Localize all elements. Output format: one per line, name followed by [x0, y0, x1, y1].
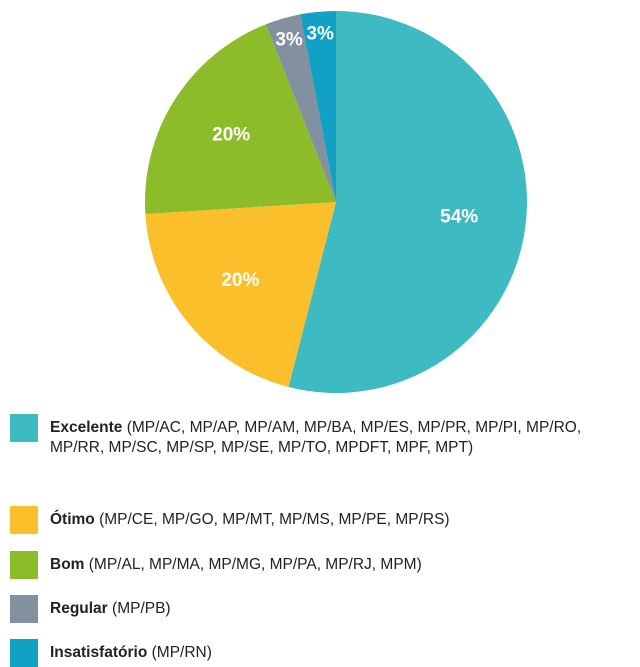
pie-slice [265, 14, 336, 203]
legend-text: Ótimo (MP/CE, MP/GO, MP/MT, MP/MS, MP/PE… [50, 510, 450, 530]
legend-detail: (MP/PB) [112, 600, 171, 617]
pie-slice [288, 11, 528, 393]
legend-text: Excelente (MP/AC, MP/AP, MP/AM, MP/BA, M… [50, 418, 630, 458]
legend-text: Bom (MP/AL, MP/MA, MP/MG, MP/PA, MP/RJ, … [50, 555, 422, 575]
legend-entry: Insatisfatório (MP/RN) [10, 639, 630, 667]
legend-swatch [10, 506, 38, 534]
legend-swatch [10, 414, 38, 442]
pie-slice [145, 202, 336, 387]
legend-entry: Regular (MP/PB) [10, 595, 630, 623]
legend-name: Regular [50, 600, 108, 617]
legend-detail: (MP/RN) [151, 644, 212, 661]
legend-name: Insatisfatório [50, 644, 148, 661]
legend-entry: Excelente (MP/AC, MP/AP, MP/AM, MP/BA, M… [10, 414, 630, 458]
legend-entry: Bom (MP/AL, MP/MA, MP/MG, MP/PA, MP/RJ, … [10, 551, 630, 579]
data-label: 3% [306, 24, 334, 45]
legend-name: Ótimo [50, 511, 95, 528]
legend-name: Excelente [50, 419, 123, 436]
legend-entry: Ótimo (MP/CE, MP/GO, MP/MT, MP/MS, MP/PE… [10, 506, 630, 534]
legend-detail: (MP/CE, MP/GO, MP/MT, MP/MS, MP/PE, MP/R… [99, 511, 450, 528]
pie-chart: 54% 20% 20% 3% 3% [144, 11, 528, 393]
data-label: 54% [440, 207, 478, 228]
data-label: 20% [221, 270, 259, 291]
legend-detail: (MP/AL, MP/MA, MP/MG, MP/PA, MP/RJ, MPM) [88, 556, 422, 573]
legend-detail: (MP/AC, MP/AP, MP/AM, MP/BA, MP/ES, MP/P… [50, 419, 582, 456]
pie-slice [300, 11, 336, 202]
legend-text: Insatisfatório (MP/RN) [50, 643, 212, 663]
data-label: 20% [212, 124, 250, 145]
legend-swatch [10, 595, 38, 623]
pie-slice [144, 24, 336, 214]
legend-swatch [10, 639, 38, 667]
legend-swatch [10, 551, 38, 579]
legend-text: Regular (MP/PB) [50, 599, 171, 619]
legend-name: Bom [50, 556, 85, 573]
data-label: 3% [275, 30, 303, 51]
